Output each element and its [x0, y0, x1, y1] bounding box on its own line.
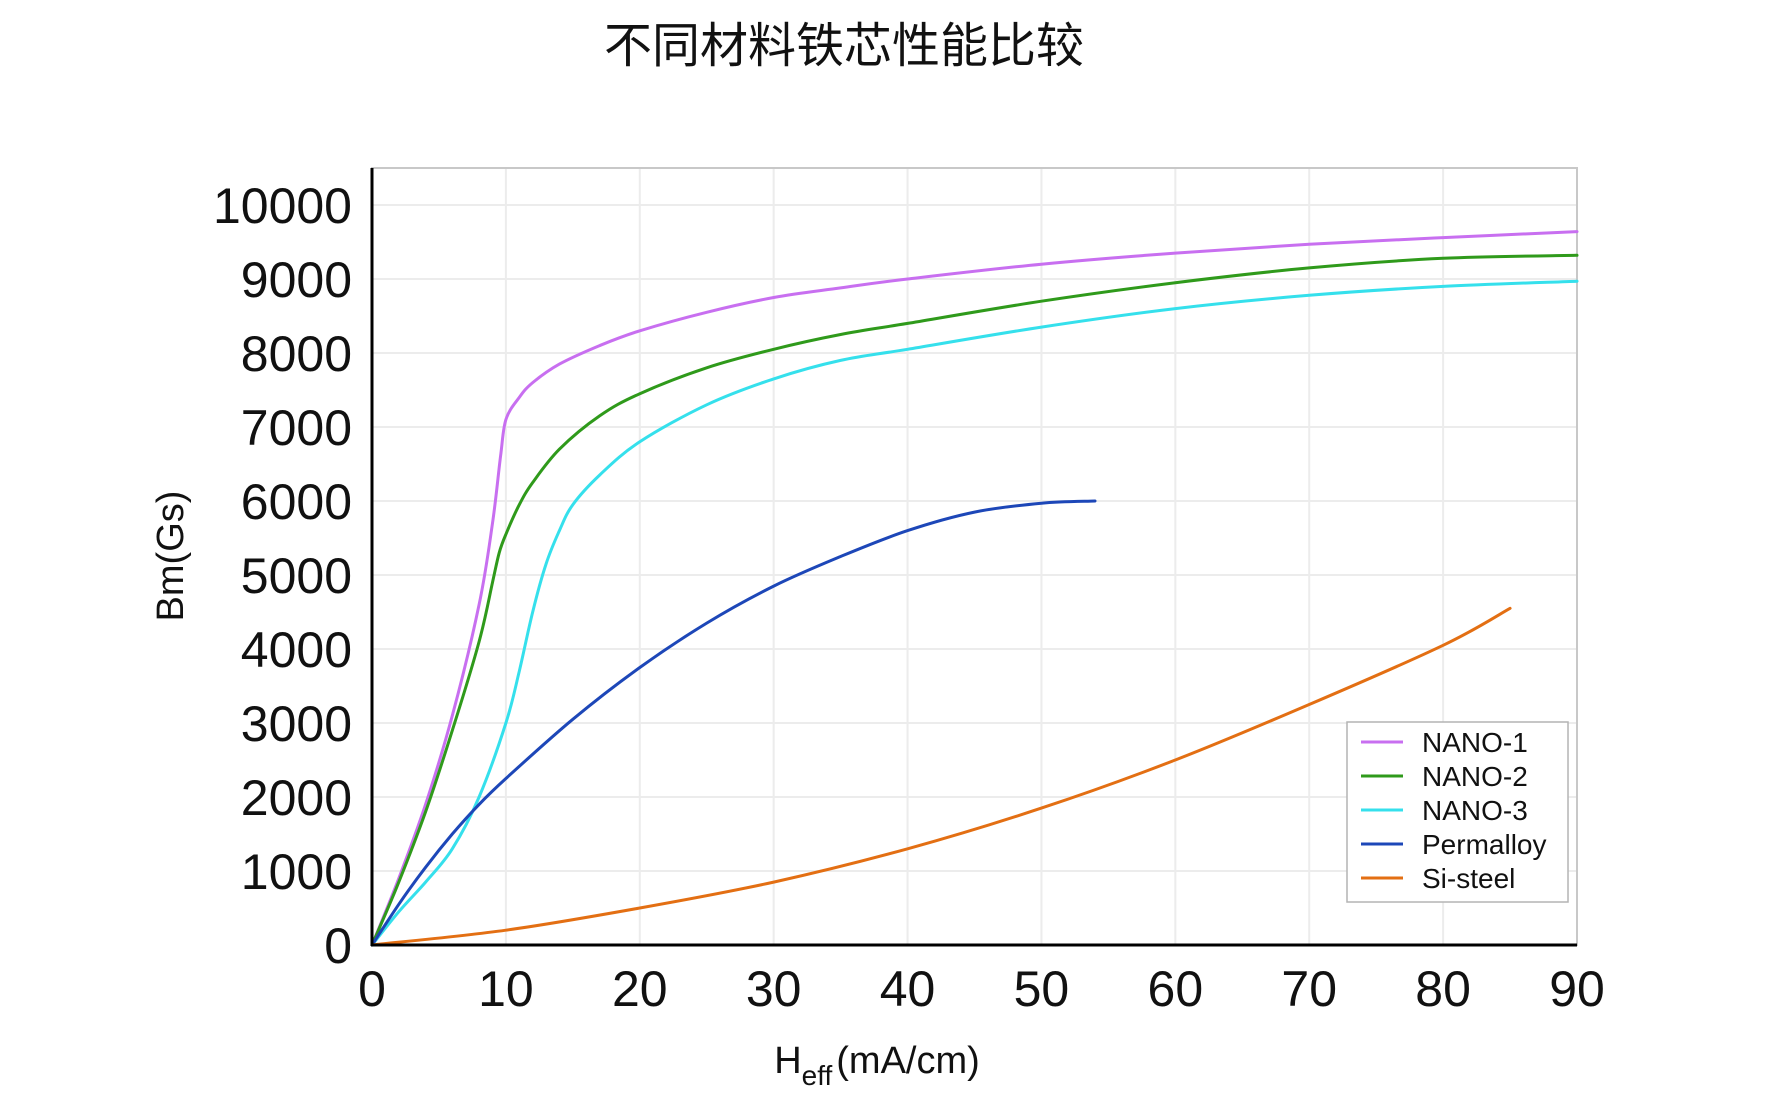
y-tick-label: 8000: [241, 326, 352, 382]
x-tick-label: 70: [1281, 961, 1337, 1017]
x-axis-label-sub: eff: [802, 1060, 833, 1091]
x-tick-label: 40: [880, 961, 936, 1017]
y-tick-label: 2000: [241, 770, 352, 826]
y-tick-label: 9000: [241, 252, 352, 308]
x-axis-label-main: H: [774, 1040, 801, 1082]
y-tick-label: 10000: [213, 178, 352, 234]
y-tick-label: 4000: [241, 622, 352, 678]
x-tick-label: 60: [1148, 961, 1204, 1017]
legend-label: Si-steel: [1422, 863, 1515, 894]
y-tick-label: 1000: [241, 844, 352, 900]
x-tick-label: 10: [478, 961, 534, 1017]
x-tick-label: 80: [1415, 961, 1471, 1017]
series-line-nano-1: [370, 230, 1579, 947]
x-tick-labels: 0 10 20 30 40 50 60 70 80 90: [358, 961, 1605, 1017]
legend-label: NANO-1: [1422, 727, 1528, 758]
legend-box: [1346, 721, 1569, 903]
series-line-nano-3: [370, 279, 1579, 947]
legend-label: NANO-3: [1422, 795, 1528, 826]
x-tick-label: 50: [1014, 961, 1070, 1017]
y-tick-label: 0: [324, 918, 352, 974]
y-tick-labels: 0 1000 2000 3000 4000 5000 6000 7000 8000 9000 100…: [213, 178, 352, 974]
series-lines: [370, 230, 1579, 947]
grid-lines: [372, 168, 1577, 945]
y-tick-label: 7000: [241, 400, 352, 456]
x-axis-label-rest: (mA/cm): [836, 1040, 980, 1082]
y-tick-label: 5000: [241, 548, 352, 604]
legend-label: NANO-2: [1422, 761, 1528, 792]
series-line-nano-2: [370, 253, 1579, 947]
series-line-permalloy: [370, 499, 1097, 947]
chart-title: 不同材料铁芯性能比较: [604, 18, 1084, 74]
y-tick-label: 3000: [241, 696, 352, 752]
legend-label: Permalloy: [1422, 829, 1546, 860]
x-tick-label: 30: [746, 961, 802, 1017]
y-tick-label: 6000: [241, 474, 352, 530]
x-axis-label: Heff (mA/cm): [774, 1040, 980, 1091]
x-tick-label: 20: [612, 961, 668, 1017]
y-axis-label: Bm(Gs): [150, 491, 192, 622]
series-line-si-steel: [370, 606, 1512, 947]
x-tick-label: 90: [1549, 961, 1605, 1017]
x-tick-label: 0: [358, 961, 386, 1017]
